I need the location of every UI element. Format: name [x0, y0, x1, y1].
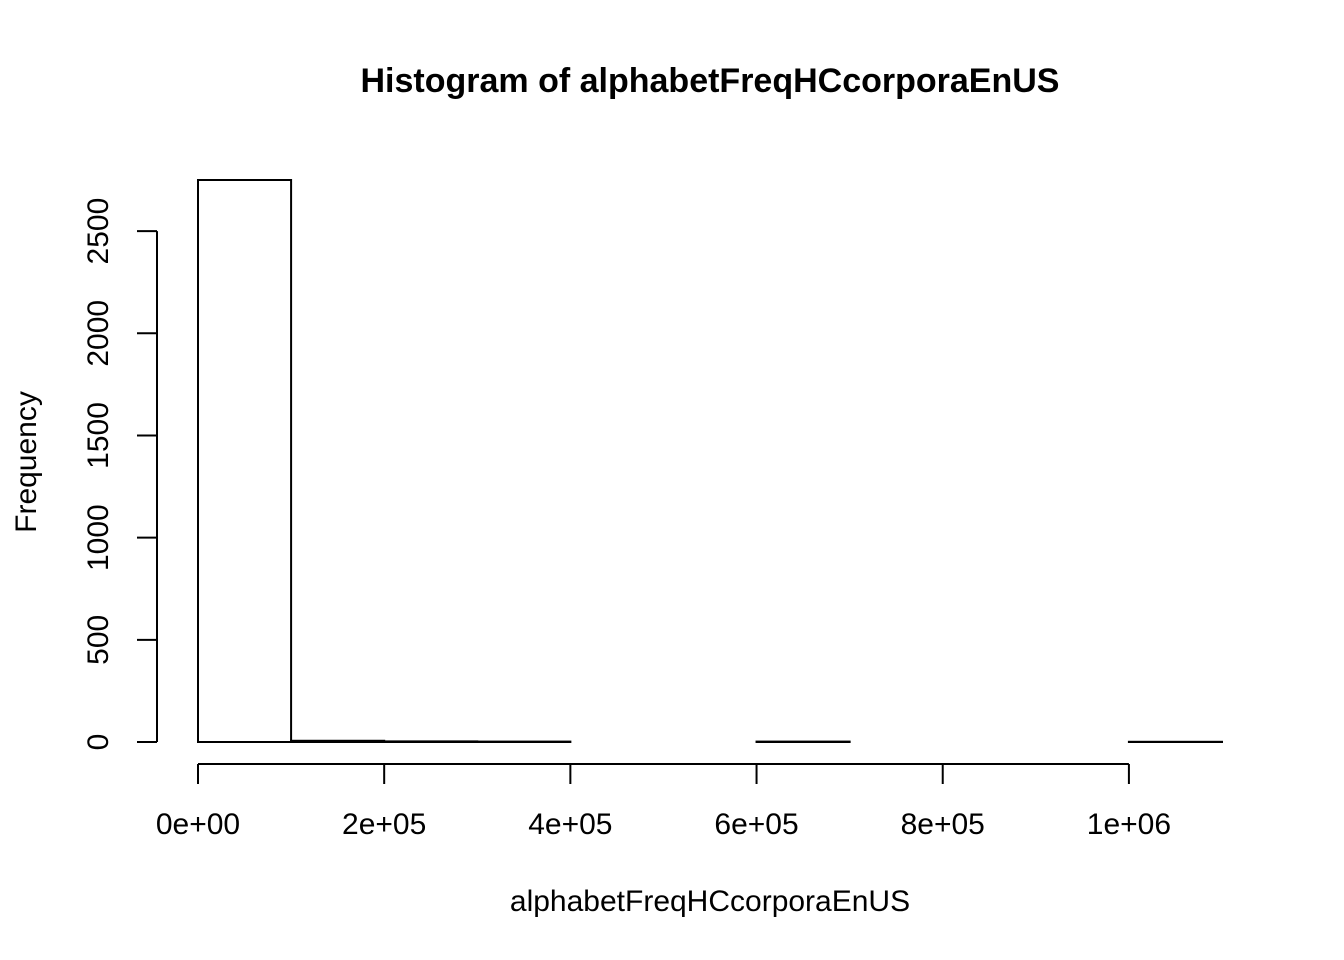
x-tick-label-3: 6e+05: [714, 808, 798, 841]
y-tick-label-4: 2000: [82, 300, 115, 367]
y-tick-label-3: 1500: [82, 402, 115, 469]
y-tick-label-5: 2500: [82, 198, 115, 265]
histogram-bar-0: [197, 179, 293, 743]
histogram-bar-2: [383, 740, 479, 743]
histogram-bar-1: [290, 739, 386, 743]
x-tick-label-0: 0e+00: [156, 808, 240, 841]
y-tick-label-1: 500: [82, 615, 115, 665]
x-tick-label-5: 1e+06: [1087, 808, 1171, 841]
bars-group: [197, 179, 1223, 744]
chart-title: Histogram of alphabetFreqHCcorporaEnUS: [361, 62, 1060, 100]
y-axis: 0 500 1000 1500 2000 2500: [82, 198, 158, 751]
x-axis: 0e+00 2e+05 4e+05 6e+05 8e+05 1e+06: [156, 763, 1171, 841]
x-tick-label-4: 8e+05: [901, 808, 985, 841]
y-tick-label-0: 0: [82, 734, 115, 751]
x-tick-label-1: 2e+05: [342, 808, 426, 841]
x-axis-label: alphabetFreqHCcorporaEnUS: [510, 885, 910, 918]
y-axis-label: Frequency: [10, 391, 43, 533]
x-tick-label-2: 4e+05: [528, 808, 612, 841]
y-tick-label-2: 1000: [82, 504, 115, 571]
